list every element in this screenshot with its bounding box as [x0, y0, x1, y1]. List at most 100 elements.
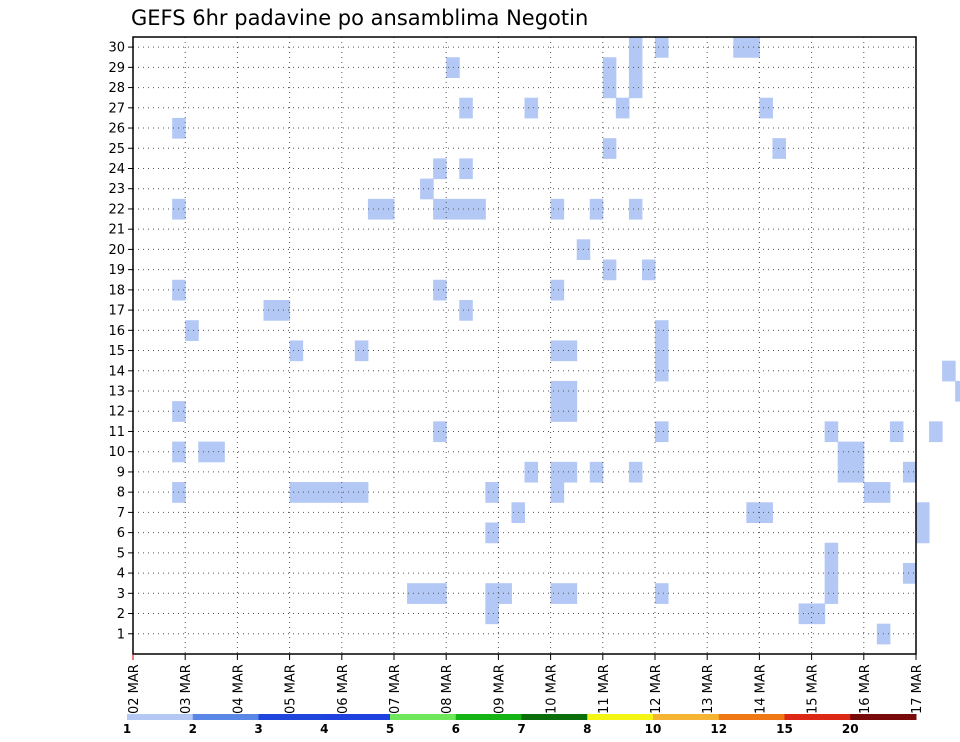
- x-tick-label: 03 MAR: [179, 664, 194, 714]
- y-tick-label: 30: [108, 41, 125, 56]
- heat-cell: [289, 340, 304, 362]
- legend-label: 12: [710, 722, 727, 736]
- y-tick-label: 2: [117, 607, 125, 622]
- heat-cell: [459, 299, 473, 321]
- legend-swatch: [653, 714, 720, 720]
- legend-swatch: [718, 714, 785, 720]
- x-tick-label: 11 MAR: [597, 664, 612, 714]
- heat-cell: [524, 461, 539, 483]
- y-tick-label: 20: [108, 243, 125, 258]
- heat-cell: [733, 37, 747, 58]
- y-tick-label: 13: [108, 385, 125, 400]
- heat-cell: [850, 461, 865, 483]
- x-tick-label: 16 MAR: [858, 664, 873, 714]
- heat-cell: [759, 502, 773, 524]
- legend-swatch: [784, 714, 851, 720]
- heat-cell: [824, 562, 839, 584]
- legend-label: 15: [776, 722, 793, 736]
- y-tick-label: 26: [108, 122, 125, 137]
- heat-cell: [459, 198, 473, 220]
- heat-cell: [459, 158, 473, 180]
- heat-cell: [902, 562, 917, 584]
- plot-frame: [132, 36, 917, 655]
- y-tick-label: 15: [108, 344, 125, 359]
- y-tick-label: 25: [108, 142, 125, 157]
- y-tick-label: 14: [108, 364, 125, 379]
- heat-cell: [655, 340, 669, 362]
- x-tick-label: 13 MAR: [701, 664, 716, 714]
- legend-swatch: [521, 714, 588, 720]
- heat-cell: [837, 461, 852, 483]
- y-tick-label: 4: [117, 567, 125, 582]
- heat-cell: [929, 421, 943, 443]
- heat-cell: [433, 279, 447, 301]
- y-tick-label: 9: [117, 465, 125, 480]
- y-tick-label: 24: [108, 162, 125, 177]
- x-tick-label: 14 MAR: [753, 664, 768, 714]
- heat-cell: [550, 401, 565, 422]
- x-tick-label: 09 MAR: [492, 664, 507, 714]
- heat-cell: [563, 583, 578, 604]
- heat-cell: [628, 198, 643, 220]
- x-tick-label: 05 MAR: [284, 664, 299, 714]
- legend-swatch: [587, 714, 654, 720]
- legend-label: 1: [123, 722, 131, 736]
- y-tick-label: 28: [108, 81, 125, 96]
- heat-cell: [354, 482, 369, 503]
- heat-cell: [185, 320, 199, 341]
- legend-swatch: [127, 714, 194, 720]
- legend-label: 4: [320, 722, 328, 736]
- y-tick-label: 23: [108, 182, 125, 197]
- y-tick-label: 11: [108, 425, 125, 440]
- heat-cell: [589, 198, 604, 220]
- heat-cell: [602, 77, 617, 99]
- y-tick-label: 21: [108, 223, 125, 238]
- heat-cell: [850, 441, 865, 463]
- heat-cell: [446, 57, 460, 78]
- heat-cell: [498, 583, 512, 604]
- heat-cell: [628, 57, 643, 78]
- heat-cell: [446, 198, 460, 220]
- heat-cell: [563, 461, 578, 483]
- legend-label: 2: [189, 722, 197, 736]
- y-tick-label: 19: [108, 263, 125, 278]
- x-tick-label: 10 MAR: [545, 664, 560, 714]
- heat-cell: [550, 279, 565, 301]
- heat-cell: [902, 461, 917, 483]
- heat-cell: [550, 380, 565, 402]
- heat-cell: [472, 198, 486, 220]
- heat-cell: [485, 522, 499, 544]
- heat-cell: [655, 421, 669, 443]
- heat-cell: [550, 461, 565, 483]
- heat-cell: [550, 198, 565, 220]
- heat-cell: [863, 482, 878, 503]
- y-tick-label: 7: [117, 506, 125, 521]
- y-tick-label: 18: [108, 283, 125, 298]
- heat-cell: [759, 97, 773, 119]
- heat-cell: [955, 380, 960, 402]
- heat-cell: [367, 198, 382, 220]
- heat-cell: [615, 97, 630, 119]
- heat-cell: [563, 380, 578, 402]
- heat-cell: [798, 603, 813, 625]
- heat-cell: [628, 77, 643, 99]
- heat-cell: [302, 482, 317, 503]
- legend-swatch: [390, 714, 457, 720]
- heat-cell: [550, 583, 565, 604]
- y-tick-label: 12: [108, 405, 125, 420]
- x-tick-label: 04 MAR: [231, 664, 246, 714]
- legend-label: 20: [842, 722, 859, 736]
- chart-title: GEFS 6hr padavine po ansamblima Negotin: [131, 6, 588, 30]
- heat-cell: [655, 583, 669, 604]
- heat-cell: [289, 482, 304, 503]
- y-tick-label: 3: [117, 587, 125, 602]
- legend-swatch: [258, 714, 325, 720]
- heat-cell: [602, 138, 617, 159]
- y-tick-label: 29: [108, 61, 125, 76]
- legend-swatch: [850, 714, 917, 720]
- heat-cell: [655, 360, 669, 382]
- x-axis: 02 MAR 03 MAR 04 MAR 05 MAR 06 MAR 07 MAR 08 M…: [127, 654, 925, 714]
- heat-cell: [328, 482, 343, 503]
- x-tick-label: 12 MAR: [649, 664, 664, 714]
- heat-cell: [602, 57, 617, 78]
